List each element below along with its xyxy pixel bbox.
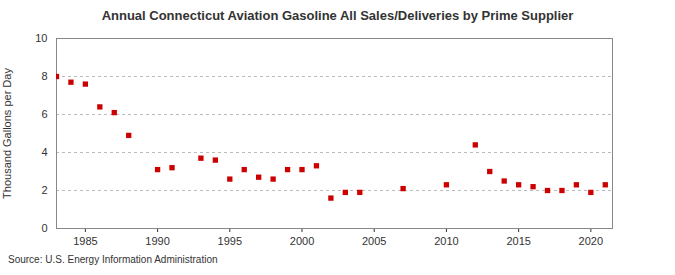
svg-text:1995: 1995 — [218, 235, 242, 247]
svg-text:2015: 2015 — [506, 235, 530, 247]
svg-text:2000: 2000 — [290, 235, 314, 247]
html-text:Source: U.S. Energy Informatio: Source: U.S. Energy Information Administ… — [8, 254, 218, 265]
svg-text:1985: 1985 — [73, 235, 97, 247]
svg-text:4: 4 — [41, 146, 47, 158]
svg-text:1990: 1990 — [145, 235, 169, 247]
svg-text:2020: 2020 — [579, 235, 603, 247]
html-text:Annual Connecticut Aviation Ga: Annual Connecticut Aviation Gasoline All… — [101, 8, 574, 23]
svg-text:2005: 2005 — [362, 235, 386, 247]
svg-text:0: 0 — [41, 222, 47, 234]
svg-text:Thousand Gallons per Day: Thousand Gallons per Day — [1, 68, 13, 199]
svg-text:6: 6 — [41, 108, 47, 120]
svg-text:10: 10 — [35, 32, 47, 44]
svg-text:2: 2 — [41, 184, 47, 196]
svg-text:2010: 2010 — [434, 235, 458, 247]
svg-text:8: 8 — [41, 70, 47, 82]
